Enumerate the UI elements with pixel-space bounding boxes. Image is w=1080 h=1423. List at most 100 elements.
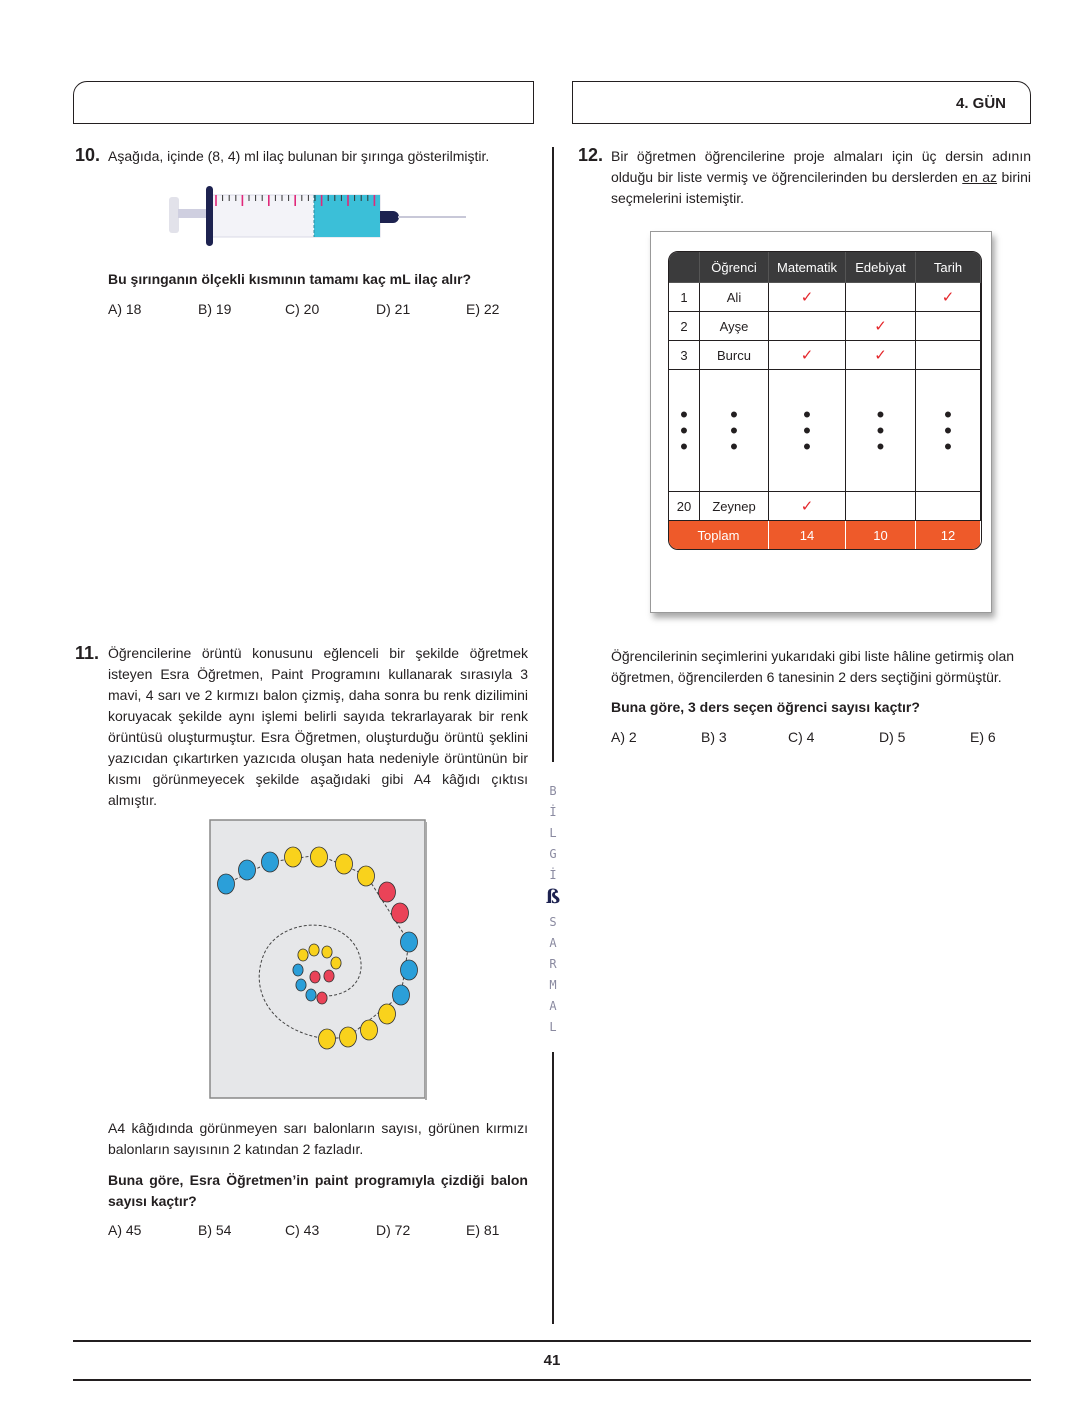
brand-letter: L — [549, 826, 557, 840]
option-e[interactable]: E) 22 — [466, 301, 500, 317]
table-row: 1 Ali ✓ ✓ — [669, 283, 981, 312]
question-text: Öğrencilerine örüntü konusunu eğlenceli … — [108, 645, 528, 808]
question-number: 10. — [75, 145, 101, 165]
table-cell: 20 — [669, 492, 700, 521]
yellow-balloon — [330, 956, 342, 970]
column-divider — [552, 1052, 554, 1324]
table-cell: Zeynep — [700, 492, 769, 521]
red-balloon — [323, 969, 335, 983]
syringe-illustration — [169, 186, 466, 246]
footer-line — [73, 1340, 1031, 1342]
option-a[interactable]: A) 45 — [108, 1222, 142, 1238]
question-text: Aşağıda, içinde (8, 4) ml ilaç bulunan b… — [108, 148, 490, 164]
yellow-balloon — [297, 948, 309, 962]
option-d[interactable]: D) 5 — [879, 729, 906, 745]
option-b[interactable]: B) 19 — [198, 301, 232, 317]
brand-letter: S — [549, 915, 557, 929]
table-cell — [846, 492, 916, 521]
table-header — [669, 252, 700, 283]
yellow-balloon — [339, 1026, 357, 1048]
student-selection-table: Öğrenci Matematik Edebiyat Tarih 1 Ali ✓ ✓ 2 Ayş… — [668, 251, 982, 550]
total-cell: 12 — [916, 521, 981, 549]
question-number: 12. — [578, 145, 604, 165]
header-box-left — [73, 81, 534, 124]
table-cell: 3 — [669, 341, 700, 370]
table-cell: Burcu — [700, 341, 769, 370]
table-row: 20 Zeynep ✓ — [669, 492, 981, 521]
blue-balloon — [295, 978, 307, 992]
balloon-pattern-figure — [209, 819, 427, 1100]
option-a[interactable]: A) 2 — [611, 729, 637, 745]
table-row: 3 Burcu ✓ ✓ — [669, 341, 981, 370]
text-part: Bir öğretmen öğrencilerine proje almalar… — [611, 148, 1031, 185]
table-row: 2 Ayşe ✓ — [669, 312, 981, 341]
blue-balloon — [400, 931, 418, 953]
total-cell: 14 — [769, 521, 846, 549]
blue-balloon — [261, 851, 279, 873]
option-b[interactable]: B) 54 — [198, 1222, 232, 1238]
yellow-balloon — [357, 865, 375, 887]
table-cell — [916, 312, 981, 341]
brand-logo: ß — [545, 886, 561, 908]
brand-letter: İ — [549, 868, 557, 882]
yellow-balloon — [310, 846, 328, 868]
question-text: Bir öğretmen öğrencilerine proje almalar… — [611, 146, 1031, 209]
yellow-balloon — [284, 846, 302, 868]
table-cell: ✓ — [846, 312, 916, 341]
table-cell: Ali — [700, 283, 769, 312]
table-header: Öğrenci — [700, 252, 769, 283]
option-e[interactable]: E) 6 — [970, 729, 996, 745]
option-e[interactable]: E) 81 — [466, 1222, 500, 1238]
brand-letter: L — [549, 1020, 557, 1034]
brand-letter: A — [549, 936, 557, 950]
table-cell — [769, 312, 846, 341]
day-label: 4. GÜN — [955, 95, 1006, 112]
yellow-balloon — [360, 1019, 378, 1041]
ellipsis-row: • • • • • • • • • • • • • • • — [669, 370, 981, 492]
option-a[interactable]: A) 18 — [108, 301, 142, 317]
table-header: Matematik — [769, 252, 846, 283]
ellipsis-cell: • • • — [700, 370, 769, 492]
option-d[interactable]: D) 72 — [376, 1222, 411, 1238]
text-part: birini seçmelerini istemiştir. — [611, 169, 1032, 206]
blue-balloon — [392, 984, 410, 1006]
ellipsis-cell: • • • — [846, 370, 916, 492]
brand-letter: A — [549, 999, 557, 1013]
red-balloon — [316, 991, 328, 1005]
table-cell — [916, 341, 981, 370]
red-balloon — [309, 970, 321, 984]
blue-balloon — [217, 873, 235, 895]
total-cell: Toplam — [669, 521, 769, 549]
table-cell — [846, 283, 916, 312]
column-divider — [552, 147, 554, 762]
ellipsis-cell: • • • — [669, 370, 700, 492]
footer-line — [73, 1379, 1031, 1381]
question-text-2: A4 kâğıdında görünmeyen sarı balonların … — [108, 1120, 528, 1157]
question-prompt: Bu şırınganın ölçekli kısmının tamamı ka… — [108, 271, 472, 287]
yellow-balloon — [378, 1003, 396, 1025]
table-cell: ✓ — [769, 283, 846, 312]
question-number: 11. — [75, 643, 100, 663]
table-cell: 1 — [669, 283, 700, 312]
blue-balloon — [292, 963, 304, 977]
blue-balloon — [238, 859, 256, 881]
option-c[interactable]: C) 43 — [285, 1222, 320, 1238]
yellow-balloon — [321, 945, 333, 959]
ellipsis-cell: • • • — [916, 370, 981, 492]
ellipsis-cell: • • • — [769, 370, 846, 492]
brand-letter: R — [549, 957, 557, 971]
brand-letter: B — [549, 784, 557, 798]
question-prompt: Buna göre, Esra Öğretmen’in paint progra… — [108, 1172, 528, 1209]
table-cell: 2 — [669, 312, 700, 341]
page-number: 41 — [543, 1352, 561, 1369]
option-c[interactable]: C) 4 — [788, 729, 815, 745]
table-header: Edebiyat — [846, 252, 916, 283]
option-c[interactable]: C) 20 — [285, 301, 320, 317]
yellow-balloon — [335, 853, 353, 875]
option-b[interactable]: B) 3 — [701, 729, 727, 745]
red-balloon — [378, 881, 396, 903]
header-box-right: 4. GÜN — [572, 81, 1031, 124]
option-d[interactable]: D) 21 — [376, 301, 411, 317]
table-cell: ✓ — [769, 492, 846, 521]
